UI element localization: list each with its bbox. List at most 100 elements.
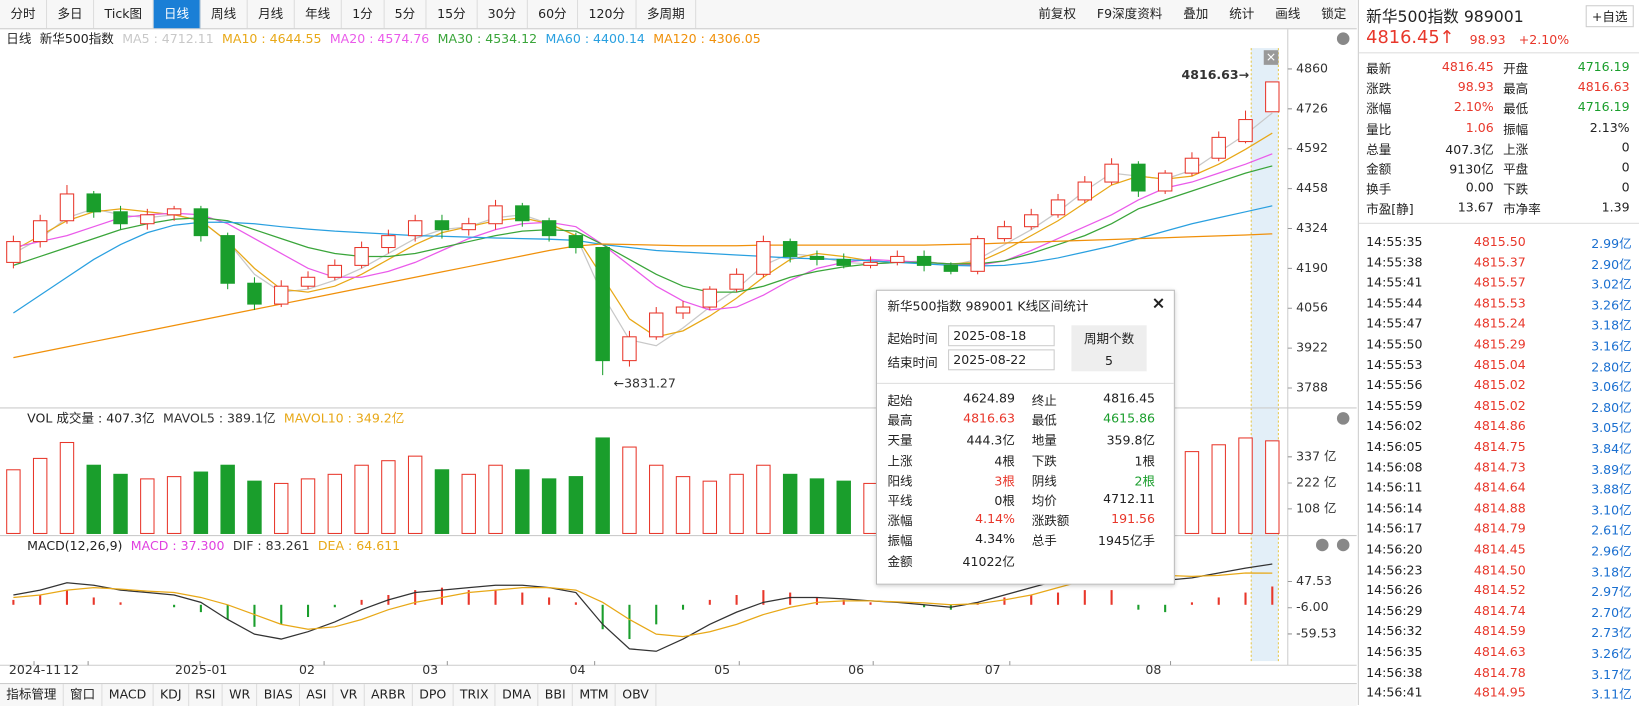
stat-label: 阳线 xyxy=(887,473,913,489)
quote-label: 下跌 xyxy=(1503,182,1529,197)
volume-bar xyxy=(568,476,584,534)
tab[interactable]: 窗口 xyxy=(64,684,103,706)
popup-close[interactable]: × xyxy=(1151,292,1166,313)
close-range[interactable] xyxy=(1263,50,1279,65)
tool[interactable]: 锁定 xyxy=(1321,6,1347,21)
tab[interactable]: 60分 xyxy=(528,0,579,29)
count: 5 xyxy=(1105,353,1114,369)
tick-time: 14:56:20 xyxy=(1366,541,1423,557)
quote-value: 0 xyxy=(1621,160,1630,175)
y-tick-label: 4190 xyxy=(1296,260,1328,275)
tab[interactable]: MACD xyxy=(102,684,154,706)
tool[interactable]: 画线 xyxy=(1275,6,1301,21)
candle-body xyxy=(300,276,316,287)
stat-label: 阴线 xyxy=(1031,473,1057,489)
tick-amount: 3.17亿 xyxy=(1591,666,1632,682)
volume-bar xyxy=(32,457,48,534)
start-date[interactable]: 2025-08-18 xyxy=(948,325,1055,347)
legend-item: MA10 : 4644.55 xyxy=(222,31,322,47)
candle-body xyxy=(1184,157,1200,174)
tab[interactable]: Tick图 xyxy=(94,0,154,29)
stat-label: 最高 xyxy=(887,413,913,429)
stat-row: 上涨 4根 下跌 1根 xyxy=(887,451,1161,471)
tick-time: 14:56:32 xyxy=(1366,623,1423,639)
index-name[interactable]: 新华500指数 xyxy=(39,31,114,47)
settings-icon[interactable] xyxy=(1336,538,1350,552)
tick-price: 4814.75 xyxy=(1473,439,1526,454)
stat-value: 4.14% xyxy=(975,511,1015,527)
tab[interactable]: DPO xyxy=(413,684,454,706)
tab[interactable]: TRIX xyxy=(454,684,496,706)
tab[interactable]: 指标管理 xyxy=(0,684,64,706)
popup-title: 新华500指数 989001 K线区间统计 xyxy=(887,299,1089,314)
tab[interactable]: 年线 xyxy=(295,0,342,29)
high-annotation: 4816.63→ xyxy=(1182,67,1250,82)
tab[interactable]: ARBR xyxy=(365,684,413,706)
tab[interactable]: 15分 xyxy=(427,0,478,29)
quote-value: 407.3亿 xyxy=(1445,142,1494,157)
stat-label: 上涨 xyxy=(887,453,913,469)
y-tick-label: 222 亿 xyxy=(1296,474,1336,489)
stat-value: 3根 xyxy=(994,473,1015,489)
tick-time: 14:55:59 xyxy=(1366,398,1423,413)
tool[interactable]: 前复权 xyxy=(1038,6,1077,21)
tick-amount: 3.11亿 xyxy=(1591,687,1632,703)
tool[interactable]: F9深度资料 xyxy=(1096,6,1163,21)
quote-label: 涨跌 xyxy=(1366,81,1392,97)
tab[interactable]: 120分 xyxy=(578,0,637,29)
tab[interactable]: 日线 xyxy=(153,0,201,29)
tab[interactable]: 多日 xyxy=(47,0,95,29)
stat-label: 金额 xyxy=(887,553,913,569)
watch-button[interactable]: +自选 xyxy=(1585,5,1634,28)
x-tick-label: 06 xyxy=(848,662,864,677)
y-tick-label: -59.53 xyxy=(1296,625,1336,640)
tick-price: 4815.02 xyxy=(1473,377,1526,393)
candle-body xyxy=(1265,81,1280,113)
tab[interactable]: RSI xyxy=(189,684,223,706)
tab[interactable]: KDJ xyxy=(154,684,189,706)
tab[interactable]: 30分 xyxy=(477,0,528,29)
y-tick-label: 3922 xyxy=(1296,340,1328,355)
candle-body xyxy=(782,241,798,257)
candle-body xyxy=(86,193,101,213)
y-tick-label: 4860 xyxy=(1296,60,1328,75)
tab[interactable]: MTM xyxy=(573,684,616,706)
tick-time: 14:56:29 xyxy=(1366,603,1423,618)
volume-bar xyxy=(461,473,476,534)
tool[interactable]: 统计 xyxy=(1229,6,1255,21)
quote-label: 平盘 xyxy=(1503,162,1529,177)
settings-icon[interactable] xyxy=(1336,412,1350,425)
tab[interactable]: 周线 xyxy=(201,0,248,29)
candle-body xyxy=(568,235,584,249)
tab[interactable]: 5分 xyxy=(384,0,427,29)
x-tick-label: 07 xyxy=(985,662,1001,677)
candle-body xyxy=(1211,136,1226,159)
tool[interactable]: 叠加 xyxy=(1183,6,1209,21)
tab[interactable]: OBV xyxy=(616,684,657,706)
stat-row: 涨幅 4.14% 涨跌额 191.56 xyxy=(887,512,1161,532)
tab[interactable]: VR xyxy=(334,684,365,706)
y-tick-label: 337 亿 xyxy=(1296,448,1336,463)
tab[interactable]: WR xyxy=(223,684,258,706)
tab[interactable]: BIAS xyxy=(258,684,300,706)
close-icon: × xyxy=(1266,49,1276,64)
tick-amount: 2.96亿 xyxy=(1591,543,1632,559)
end-date[interactable]: 2025-08-22 xyxy=(948,349,1055,371)
settings-icon[interactable] xyxy=(1336,32,1350,45)
tick-price: 4814.74 xyxy=(1473,603,1526,618)
volume-bar xyxy=(1184,451,1200,534)
tab[interactable]: ASI xyxy=(300,684,334,706)
divider xyxy=(876,382,1174,384)
quote-label: 金额 xyxy=(1366,162,1392,177)
volume-bar xyxy=(675,476,691,534)
tab[interactable]: DMA xyxy=(496,684,539,706)
tab[interactable]: 月线 xyxy=(248,0,295,29)
candle-body xyxy=(809,255,825,260)
close-icon[interactable] xyxy=(1316,538,1329,552)
tab[interactable]: 分时 xyxy=(0,0,48,29)
tab[interactable]: BBI xyxy=(539,684,574,706)
volume-bar xyxy=(649,464,664,534)
tab[interactable]: 1分 xyxy=(342,0,385,29)
tab[interactable]: 多周期 xyxy=(637,0,697,29)
legend-item: DIF : 83.261 xyxy=(232,538,310,554)
